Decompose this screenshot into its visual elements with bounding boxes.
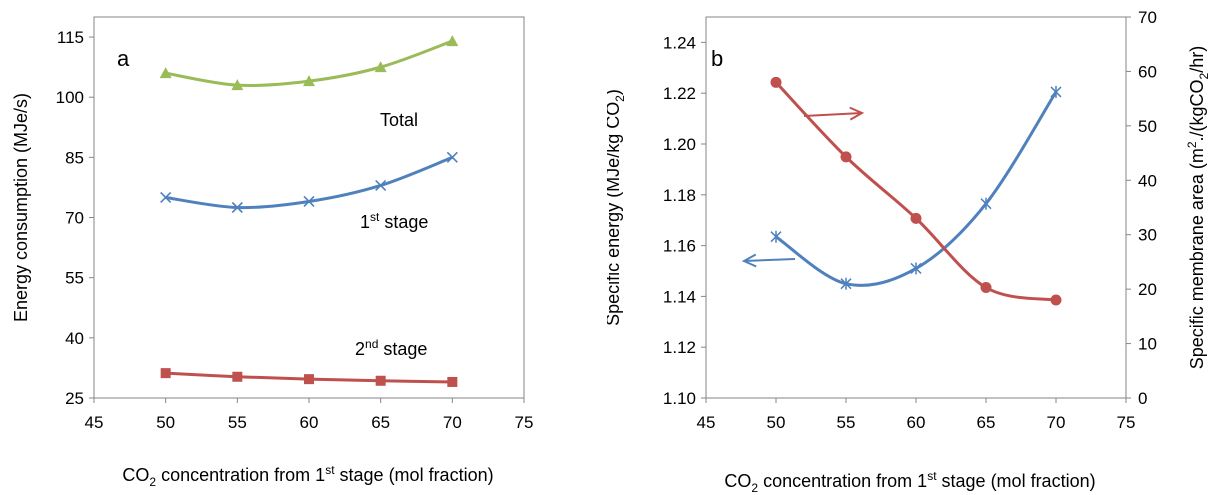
plot-area-b	[705, 16, 1127, 399]
panel-label-b: b	[711, 46, 723, 71]
y2-tick-label-b: 60	[1138, 62, 1157, 81]
y-tick-label-a: 25	[65, 389, 84, 408]
x-axis-label-b: CO2 concentration from 1st stage (mol fr…	[724, 469, 1095, 495]
data-point-b	[980, 282, 992, 294]
series-label-a: Total	[380, 110, 418, 130]
y-tick-label-b: 1.20	[663, 135, 696, 154]
x-tick-label-a: 45	[85, 413, 104, 432]
data-point-a	[303, 75, 315, 87]
series-b-0	[770, 85, 1062, 290]
y-tick-label-b: 1.16	[663, 237, 696, 256]
y-axis-label-b: Specific energy (MJe/kg CO2)	[607, 89, 627, 326]
y2-tick-label-b: 30	[1138, 226, 1157, 245]
data-point-a	[447, 376, 458, 387]
x-tick-label-b: 45	[697, 413, 716, 432]
data-point-a	[231, 79, 244, 91]
x-tick-label-b: 55	[837, 413, 856, 432]
x-tick-label-a: 65	[371, 413, 390, 432]
right-axis-arrow-shaft	[803, 112, 863, 117]
right-axis-arrow	[803, 106, 865, 121]
series-line-a	[165, 155, 453, 210]
data-point-a	[232, 371, 243, 382]
x-tick-label-b: 60	[907, 413, 926, 432]
y2-tick-label-b: 70	[1138, 8, 1157, 27]
data-point-a	[375, 375, 386, 386]
series-label-a: 1st stage	[360, 210, 428, 232]
x-tick-label-b: 70	[1047, 413, 1066, 432]
left-axis-arrow-head	[741, 253, 757, 268]
data-point-b	[840, 277, 852, 290]
data-point-b	[840, 151, 852, 163]
data-point-a	[304, 374, 314, 385]
data-point-b	[910, 212, 922, 224]
y-tick-label-a: 55	[65, 269, 84, 288]
x-axis-label-a: CO2 concentration from 1st stage (mol fr…	[122, 463, 493, 489]
y-tick-label-a: 115	[57, 28, 84, 47]
series-line-b	[775, 91, 1058, 287]
y2-tick-label-b: 10	[1138, 335, 1157, 354]
data-point-a	[446, 151, 458, 163]
y-tick-label-b: 1.18	[663, 186, 696, 205]
y2-tick-label-b: 20	[1138, 280, 1157, 299]
x-tick-label-a: 50	[156, 413, 175, 432]
data-point-a	[303, 195, 315, 208]
series-b-1	[770, 76, 1062, 306]
x-tick-label-a: 70	[443, 413, 462, 432]
y2-tick-label-b: 0	[1138, 389, 1147, 408]
y-tick-label-b: 1.12	[663, 338, 696, 357]
chart-b-specific-energy-area: 1.10 1.12 1.14 1.16 1.18 1.20 1.22 1.24 0 10 20 30 4…	[607, 8, 1211, 495]
y-tick-label-b: 1.14	[663, 287, 696, 306]
data-point-a	[159, 67, 172, 79]
panel-label-a: a	[117, 46, 130, 71]
data-point-a	[375, 179, 387, 192]
x-tick-label-b: 50	[767, 413, 786, 432]
y-tick-label-a: 85	[65, 148, 84, 167]
y-tick-label-a: 70	[65, 209, 84, 228]
data-point-a	[160, 368, 171, 379]
y-axis-label-a: Energy consumption (MJe/s)	[11, 93, 31, 322]
y-tick-label-b: 1.24	[663, 33, 696, 52]
x-tick-label-a: 55	[228, 413, 247, 432]
y-tick-label-a: 100	[56, 88, 84, 107]
data-point-b	[770, 76, 782, 88]
y2-tick-label-b: 50	[1138, 117, 1157, 136]
y-tick-label-b: 1.22	[663, 84, 696, 103]
series-label-a: 2nd stage	[355, 337, 427, 359]
left-axis-arrow	[741, 253, 796, 268]
series-a-2	[160, 368, 458, 387]
y-tick-label-a: 40	[65, 329, 84, 348]
y2-tick-label-b: 40	[1138, 171, 1157, 190]
data-point-b	[980, 197, 992, 210]
data-point-a	[160, 191, 172, 204]
x-tick-label-a: 75	[515, 413, 534, 432]
series-a-1	[160, 151, 458, 214]
left-axis-arrow-shaft	[743, 258, 796, 262]
x-tick-label-b: 75	[1117, 413, 1136, 432]
y-tick-label-b: 1.10	[663, 389, 696, 408]
series-a-0	[159, 35, 459, 91]
data-point-b	[1050, 294, 1062, 306]
data-point-a	[374, 61, 387, 73]
right-axis-arrow-head	[849, 106, 865, 121]
data-point-b	[910, 262, 922, 275]
chart-a-energy-consumption: 25 40 55 70 85 100 115 45 50 55 60 65 70 75 Energy con…	[11, 16, 534, 489]
data-point-a	[231, 201, 243, 214]
x-tick-label-a: 60	[300, 413, 319, 432]
y2-axis-label-b: Specific membrane area (m2./(kgCO2/hr)	[1185, 46, 1211, 369]
plot-area-a	[93, 16, 525, 399]
data-point-b	[770, 230, 782, 243]
x-tick-label-b: 65	[977, 413, 996, 432]
data-point-b	[1050, 85, 1062, 98]
data-point-a	[446, 35, 459, 47]
